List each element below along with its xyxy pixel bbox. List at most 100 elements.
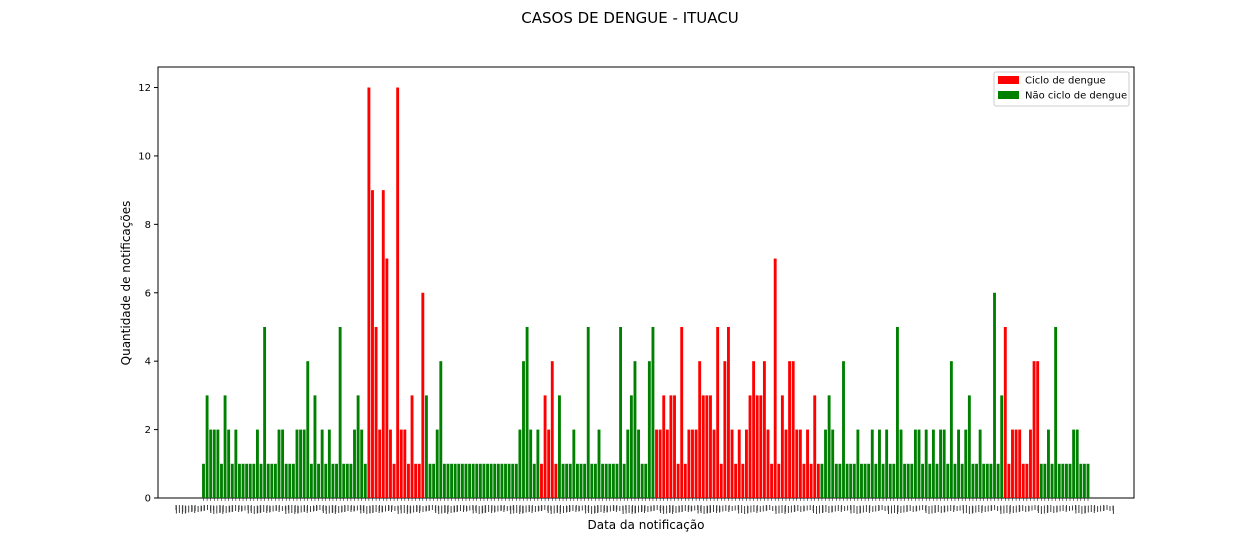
bar-non-dengue-cycle — [608, 463, 612, 498]
bar-dengue-cycle — [1014, 429, 1018, 498]
x-axis-label: Data da notificação — [587, 518, 704, 532]
bar-non-dengue-cycle — [309, 463, 313, 498]
bar-non-dengue-cycle — [324, 463, 328, 498]
bar-non-dengue-cycle — [870, 429, 874, 498]
bar-non-dengue-cycle — [644, 463, 648, 498]
bar-dengue-cycle — [802, 463, 806, 498]
bar-non-dengue-cycle — [302, 429, 306, 498]
bar-non-dengue-cycle — [273, 463, 277, 498]
bar-non-dengue-cycle — [1082, 463, 1086, 498]
bar-non-dengue-cycle — [468, 463, 472, 498]
bar-non-dengue-cycle — [579, 463, 583, 498]
bar-non-dengue-cycle — [342, 463, 346, 498]
legend-swatch — [998, 76, 1019, 84]
bar-dengue-cycle — [367, 87, 371, 499]
bar-dengue-cycle — [676, 463, 680, 498]
bar-non-dengue-cycle — [518, 429, 522, 498]
bar-dengue-cycle — [694, 429, 698, 498]
bar-non-dengue-cycle — [500, 463, 504, 498]
bar-dengue-cycle — [744, 429, 748, 498]
bar-non-dengue-cycle — [928, 463, 932, 498]
bar-non-dengue-cycle — [831, 429, 835, 498]
bar-dengue-cycle — [547, 429, 551, 498]
bar-non-dengue-cycle — [291, 463, 295, 498]
bar-dengue-cycle — [759, 395, 763, 498]
bar-non-dengue-cycle — [964, 429, 968, 498]
bar-dengue-cycle — [381, 190, 385, 498]
bar-dengue-cycle — [752, 361, 756, 498]
bar-non-dengue-cycle — [435, 429, 439, 498]
bar-non-dengue-cycle — [313, 395, 317, 498]
bar-non-dengue-cycle — [895, 326, 899, 498]
bar-dengue-cycle — [784, 429, 788, 498]
bar-non-dengue-cycle — [252, 463, 256, 498]
bar-non-dengue-cycle — [460, 463, 464, 498]
bar-dengue-cycle — [403, 429, 407, 498]
bar-non-dengue-cycle — [428, 463, 432, 498]
bar-non-dengue-cycle — [223, 395, 227, 498]
bar-non-dengue-cycle — [338, 326, 342, 498]
bar-non-dengue-cycle — [590, 463, 594, 498]
chart-title: CASOS DE DENGUE - ITUACU — [521, 9, 738, 27]
bar-non-dengue-cycle — [910, 463, 914, 498]
bar-non-dengue-cycle — [1054, 326, 1058, 498]
bar-dengue-cycle — [723, 361, 727, 498]
bar-non-dengue-cycle — [230, 463, 234, 498]
bar-non-dengue-cycle — [971, 463, 975, 498]
y-tick-label: 4 — [145, 357, 151, 368]
bar-non-dengue-cycle — [241, 463, 245, 498]
bar-non-dengue-cycle — [471, 463, 475, 498]
bar-non-dengue-cycle — [989, 463, 993, 498]
bar-dengue-cycle — [1018, 429, 1022, 498]
bar-non-dengue-cycle — [575, 463, 579, 498]
y-tick-label: 10 — [138, 151, 151, 162]
bar-dengue-cycle — [1036, 361, 1040, 498]
bar-non-dengue-cycle — [615, 463, 619, 498]
bar-dengue-cycle — [396, 87, 400, 499]
bar-dengue-cycle — [727, 326, 730, 498]
bar-non-dengue-cycle — [277, 429, 281, 498]
bar-non-dengue-cycle — [838, 463, 842, 498]
bar-non-dengue-cycle — [827, 395, 831, 498]
bar-dengue-cycle — [417, 463, 421, 498]
bar-dengue-cycle — [1021, 463, 1025, 498]
bar-non-dengue-cycle — [852, 463, 856, 498]
y-tick-label: 6 — [145, 288, 151, 299]
bar-dengue-cycle — [709, 395, 712, 498]
bar-dengue-cycle — [780, 395, 784, 498]
bar-dengue-cycle — [421, 292, 425, 498]
x-tick-labels-overlap — [175, 505, 1114, 514]
bar-non-dengue-cycle — [960, 463, 964, 498]
bar-non-dengue-cycle — [957, 429, 960, 498]
bar-non-dengue-cycle — [601, 463, 605, 498]
bar-non-dengue-cycle — [205, 395, 209, 498]
bar-non-dengue-cycle — [651, 326, 655, 498]
bar-dengue-cycle — [669, 395, 673, 498]
bar-dengue-cycle — [1025, 463, 1029, 498]
bar-non-dengue-cycle — [493, 463, 497, 498]
bar-non-dengue-cycle — [238, 463, 241, 498]
bar-non-dengue-cycle — [356, 395, 360, 498]
bar-dengue-cycle — [701, 395, 705, 498]
bar-non-dengue-cycle — [611, 463, 615, 498]
bar-dengue-cycle — [712, 429, 716, 498]
bar-non-dengue-cycle — [295, 429, 299, 498]
bar-non-dengue-cycle — [1000, 395, 1004, 498]
bar-non-dengue-cycle — [982, 463, 986, 498]
bar-dengue-cycle — [773, 258, 777, 498]
bar-non-dengue-cycle — [450, 463, 454, 498]
bar-non-dengue-cycle — [626, 429, 630, 498]
bar-non-dengue-cycle — [892, 463, 896, 498]
bar-dengue-cycle — [719, 463, 723, 498]
bar-dengue-cycle — [673, 395, 676, 498]
bar-non-dengue-cycle — [263, 326, 267, 498]
bar-non-dengue-cycle — [993, 292, 996, 498]
bar-non-dengue-cycle — [874, 463, 878, 498]
bar-non-dengue-cycle — [860, 463, 863, 498]
bar-non-dengue-cycle — [360, 429, 364, 498]
bar-dengue-cycle — [691, 429, 694, 498]
bar-dengue-cycle — [389, 429, 392, 498]
bar-non-dengue-cycle — [532, 463, 536, 498]
bar-non-dengue-cycle — [1086, 463, 1090, 498]
bar-non-dengue-cycle — [1068, 463, 1072, 498]
